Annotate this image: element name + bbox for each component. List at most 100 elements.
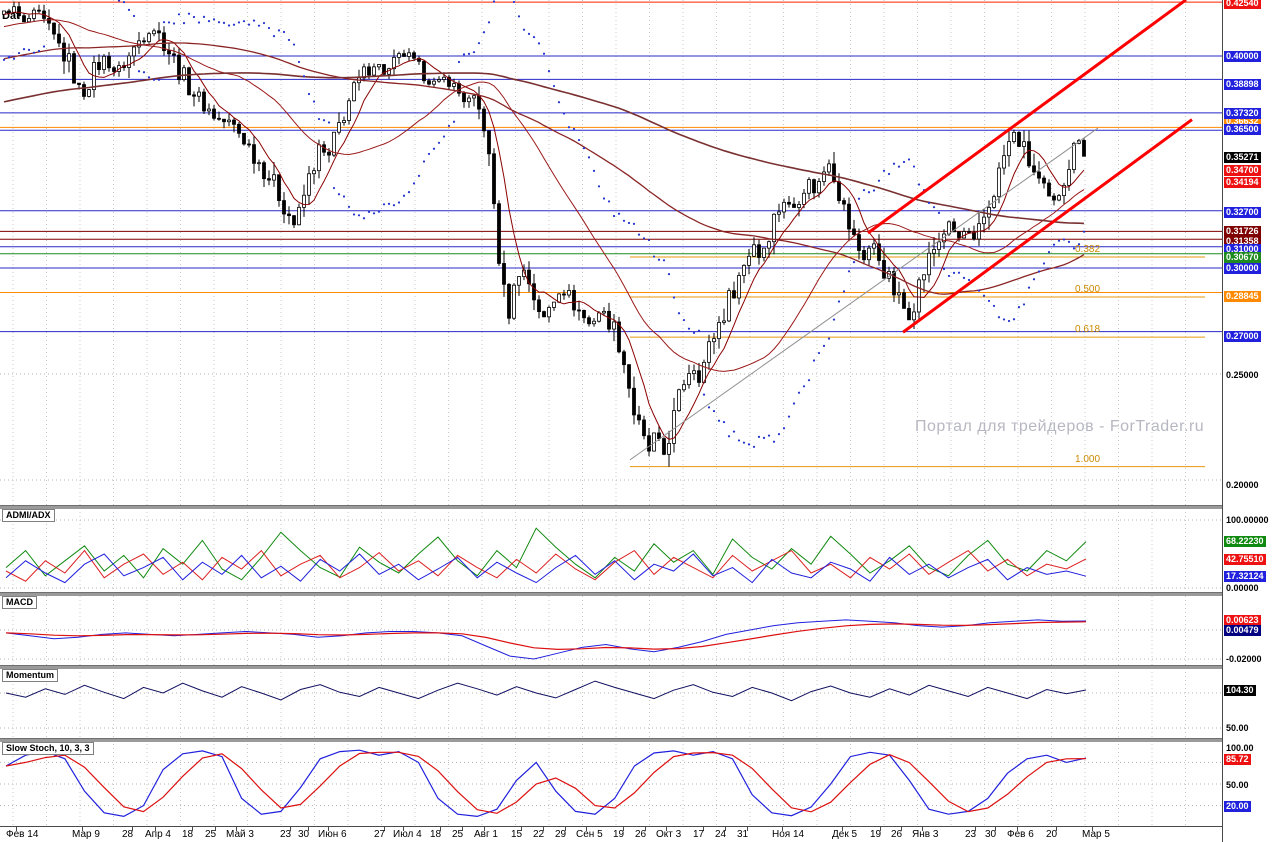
time-axis-tick (308, 827, 309, 831)
time-axis-tick (922, 827, 923, 831)
time-axis-tick (290, 827, 291, 831)
price-scale-label: 0.40000 (1224, 50, 1261, 62)
time-axis-tick (703, 827, 704, 831)
price-scale-label: 104.30 (1224, 684, 1256, 696)
price-scale-label: 0.00623 (1224, 614, 1261, 626)
date-tick-label: 31 (737, 829, 749, 840)
fib-level-label: 1.000 (1075, 453, 1101, 465)
indicator-line (5, 527, 1087, 581)
panel-divider[interactable] (0, 505, 1276, 509)
price-scale-label: 0.37320 (1224, 107, 1261, 119)
time-axis-tick (192, 827, 193, 831)
date-tick-label: Дек 5 (832, 829, 858, 840)
price-scale-label: 0.25000 (1226, 369, 1259, 380)
fib-level-label: 0.382 (1075, 244, 1101, 256)
price-scale-label: 0.34194 (1224, 176, 1261, 188)
indicator-line (5, 749, 1087, 818)
time-axis-tick (586, 827, 587, 831)
price-scale-label: 20.00 (1224, 800, 1251, 812)
date-tick-label: 15 (511, 829, 523, 840)
time-axis-tick (328, 827, 329, 831)
time-axis-tick (880, 827, 881, 831)
time-axis-tick (975, 827, 976, 831)
price-scale-label: 100.00 (1226, 742, 1254, 753)
price-scale-label: 100.00000 (1226, 514, 1269, 525)
price-scale-label: 0.42540 (1224, 0, 1261, 9)
panel-divider[interactable] (0, 665, 1276, 669)
time-axis-tick (484, 827, 485, 831)
candlestick-series (2, 1, 1086, 467)
time-axis-tick (440, 827, 441, 831)
time-axis-tick (521, 827, 522, 831)
date-tick-label: 19 (613, 829, 625, 840)
date-tick-label: 28 (122, 829, 134, 840)
fib-level-label: 0.618 (1075, 324, 1101, 336)
date-tick-label: Окт 3 (656, 829, 682, 840)
price-scale-label: 0.31000 (1224, 243, 1261, 255)
price-scale-label: 0.34700 (1224, 164, 1261, 176)
date-tick-label: 26 (891, 829, 903, 840)
time-axis-tick (1017, 827, 1018, 831)
date-tick-label: 30 (298, 829, 310, 840)
indicator-line (5, 621, 1087, 651)
chart-canvas[interactable] (0, 0, 1222, 826)
time-axis[interactable]: Фев 14 Мар 9 28 Апр 4 18 25 Май 3 23 30 Июн 6 27 Ию… (0, 826, 1222, 842)
date-tick-label: Апр 4 (145, 829, 171, 840)
indicator-line (5, 680, 1087, 702)
price-scale-label: 0.20000 (1226, 479, 1259, 490)
date-tick-label: 22 (533, 829, 545, 840)
time-axis-tick (747, 827, 748, 831)
time-axis-tick (666, 827, 667, 831)
time-axis-tick (132, 827, 133, 831)
date-tick-label: Фев 6 (1007, 829, 1034, 840)
date-tick-label: Мар 5 (1082, 829, 1110, 840)
price-scale-label: 0.00479 (1224, 624, 1261, 636)
date-tick-label: Янв 3 (912, 829, 939, 840)
date-tick-label: 25 (205, 829, 217, 840)
indicator-line (5, 553, 1087, 584)
price-scale-label: 0.00000 (1226, 582, 1259, 593)
date-tick-label: Сен 5 (576, 829, 603, 840)
time-axis-tick (645, 827, 646, 831)
time-axis-tick (384, 827, 385, 831)
time-axis-tick (901, 827, 902, 831)
time-axis-tick (155, 827, 156, 831)
price-scale-label: 42.75510 (1224, 553, 1266, 565)
price-scale-label: 0.28845 (1224, 290, 1261, 302)
date-tick-label: 18 (430, 829, 442, 840)
date-tick-label: Фев 14 (6, 829, 39, 840)
price-scale-label: 68.22230 (1224, 535, 1266, 547)
time-axis-tick (1092, 827, 1093, 831)
date-tick-label: 23 (965, 829, 977, 840)
time-axis-tick (1056, 827, 1057, 831)
price-scale-label: 0.30000 (1224, 262, 1261, 274)
date-tick-label: 23 (280, 829, 292, 840)
trend-lines[interactable] (629, 0, 1193, 461)
date-tick-label: 18 (182, 829, 194, 840)
time-axis-tick (215, 827, 216, 831)
date-tick-label: Июн 6 (318, 829, 347, 840)
price-scale-label: 0.27000 (1224, 330, 1261, 342)
date-tick-label: Май 3 (226, 829, 254, 840)
price-scale-label: 50.00 (1226, 779, 1249, 790)
price-scale-column[interactable]: 0.42540 0.40000 0.38898 0.36632 0.37320 0.365… (1222, 0, 1276, 842)
indicator-line (5, 751, 1087, 814)
time-axis-tick (236, 827, 237, 831)
indicator-label-macd: MACD (2, 596, 37, 609)
grid (0, 0, 1222, 826)
time-axis-tick (995, 827, 996, 831)
time-axis-tick (16, 827, 17, 831)
date-tick-label: Авг 1 (474, 829, 498, 840)
panel-divider[interactable] (0, 592, 1276, 596)
price-scale-label: -0.02000 (1226, 653, 1262, 664)
price-scale-label: 0.31726 (1224, 225, 1261, 237)
time-axis-tick (623, 827, 624, 831)
panel-divider[interactable] (0, 738, 1276, 742)
price-scale-label: 0.36500 (1224, 123, 1261, 135)
indicator-label-adx: ADMI/ADX (2, 509, 55, 522)
parabolic-sar-dots (2, 0, 1086, 448)
date-tick-label: 19 (870, 829, 882, 840)
price-scale-label: 0.32700 (1224, 206, 1261, 218)
date-tick-label: Ноя 14 (772, 829, 805, 840)
date-tick-label: Июл 4 (393, 829, 422, 840)
